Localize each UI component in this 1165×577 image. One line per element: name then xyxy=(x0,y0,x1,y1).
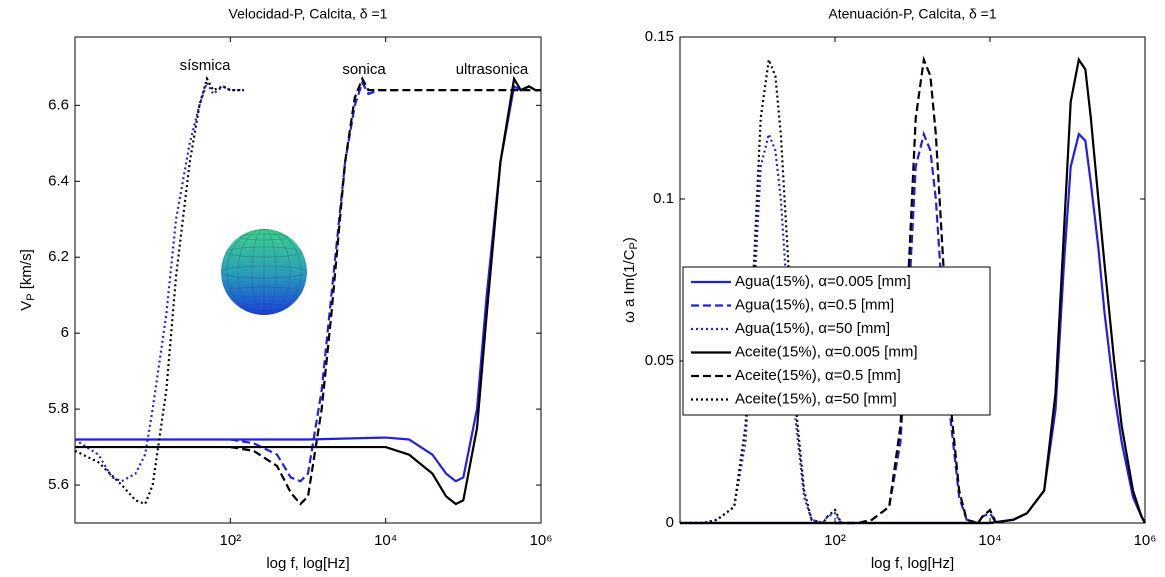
y-axis-label: VP [km/s] xyxy=(18,249,37,311)
x-tick-label: 10⁴ xyxy=(978,532,1001,549)
y-tick-label: 6.2 xyxy=(48,248,69,265)
x-axis-label: log f, log[Hz] xyxy=(266,555,349,572)
series-line xyxy=(74,79,245,483)
series-line xyxy=(75,75,541,506)
y-label-suffix: ) xyxy=(621,237,638,242)
sphere-icon xyxy=(221,229,307,315)
y-label-subscript: P xyxy=(25,293,37,300)
y-tick-label: 0 xyxy=(666,514,674,531)
axes: 5.6 5.8 6 6.2 6.4 6.6 10² 10⁴ 10⁶ Velocidad-P, Ca… xyxy=(18,6,552,572)
y-tick-label: 5.6 xyxy=(48,476,69,493)
series-line xyxy=(835,55,998,525)
axes: 0 0.05 0.1 0.15 10² 10⁴ 10⁶ Atenuación-P, Calci… xyxy=(621,6,1156,572)
legend-box xyxy=(682,266,991,416)
series-line xyxy=(74,75,245,506)
series-line xyxy=(230,76,541,506)
annotation: ultrasonica xyxy=(456,61,529,78)
chart-title: Velocidad-P, Calcita, δ =1 xyxy=(229,6,388,22)
annotation: sonica xyxy=(342,61,386,78)
y-label-suffix: [km/s] xyxy=(18,249,35,293)
x-tick-label: 10² xyxy=(824,532,846,549)
legend-label: Aceite(15%), α=0.5 [mm] xyxy=(735,367,901,384)
y-tick-label: 5.8 xyxy=(48,400,69,417)
y-tick-label: 0.15 xyxy=(645,28,674,45)
annotation: sísmica xyxy=(180,57,231,74)
chart-title: Atenuación-P, Calcita, δ =1 xyxy=(828,6,996,22)
y-tick-label: 0.05 xyxy=(645,352,674,369)
x-tick-label: 10⁴ xyxy=(374,532,397,549)
legend-label: Agua(15%), α=50 [mm] xyxy=(735,320,890,337)
legend-label: Aceite(15%), α=50 [mm] xyxy=(735,390,897,407)
x-axis-label: log f, log[Hz] xyxy=(871,555,954,572)
y-label-main: ω a Im(1/C xyxy=(621,249,638,323)
axes-box xyxy=(74,36,542,524)
y-label-main: V xyxy=(18,301,35,311)
x-tick-label: 10⁶ xyxy=(1134,532,1157,549)
legend-label: Agua(15%), α=0.5 [mm] xyxy=(735,296,894,313)
x-tick-label: 10⁶ xyxy=(530,532,553,549)
y-tick-label: 0.1 xyxy=(653,190,674,207)
y-tick-label: 6.4 xyxy=(48,172,69,189)
x-tick-label: 10² xyxy=(219,532,241,549)
series-line xyxy=(680,55,843,525)
y-tick-label: 6 xyxy=(61,324,69,341)
y-label-subscript: P xyxy=(628,242,640,249)
legend-label: Aceite(15%), α=0.005 [mm] xyxy=(735,343,918,360)
y-tick-label: 6.6 xyxy=(48,96,69,113)
y-axis-label: ω a Im(1/CP) xyxy=(621,237,640,323)
legend: Agua(15%), α=0.005 [mm] Agua(15%), α=0.5 … xyxy=(682,266,991,416)
legend-label: Agua(15%), α=0.005 [mm] xyxy=(735,273,911,290)
series-line xyxy=(230,79,400,483)
series-line xyxy=(680,56,1146,525)
